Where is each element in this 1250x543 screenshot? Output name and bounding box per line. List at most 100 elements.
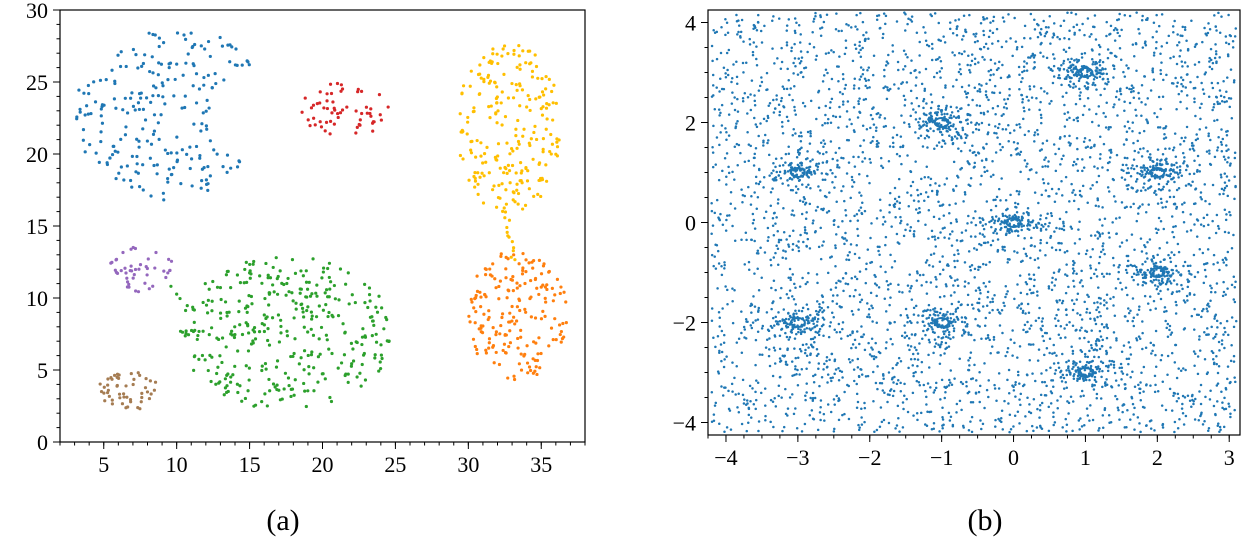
data-point [1002,20,1006,23]
data-point [925,403,928,406]
data-point [864,84,867,88]
data-point [925,280,928,284]
data-point [1048,14,1051,18]
data-point [85,104,89,108]
data-point [112,97,116,101]
data-point [486,73,491,77]
data-point [945,385,949,388]
data-point [1229,380,1232,384]
data-point [1033,28,1037,31]
data-point [930,14,933,18]
data-point [948,233,952,236]
data-point [910,15,914,18]
data-point [756,249,760,253]
data-point [818,384,821,388]
data-point [266,338,270,343]
data-point [863,420,866,424]
data-point [1212,105,1215,109]
data-point [134,170,138,174]
data-point [1042,339,1046,343]
data-point [1043,380,1047,384]
data-point [1028,87,1032,91]
data-point [303,389,307,393]
data-point [1140,371,1143,374]
data-point [1129,90,1133,94]
data-point [1015,189,1019,193]
data-point [1023,159,1027,162]
data-point [875,126,878,129]
data-point [1120,176,1124,179]
data-point [1160,61,1163,64]
data-point [1175,303,1178,307]
data-point [1052,22,1056,25]
data-point [851,359,854,362]
data-point [208,54,212,59]
data-point [1115,28,1119,32]
data-point [960,166,964,170]
data-point [291,354,295,359]
data-point [1086,96,1090,100]
data-point [978,242,981,246]
data-point [933,338,937,341]
x-tick-label: 30 [457,452,479,477]
data-point [1185,107,1189,110]
data-point [1015,211,1019,214]
data-point [81,128,86,132]
data-point [225,153,230,157]
data-point [813,336,817,339]
data-point [1166,335,1170,339]
data-point [931,235,934,239]
x-tick-label: 10 [166,452,188,477]
data-point [767,236,770,239]
data-point [1047,26,1050,29]
data-point [1033,61,1036,64]
data-point [825,366,829,369]
data-point [988,338,991,342]
data-point [1056,399,1059,402]
data-point [1138,387,1141,391]
data-point [100,103,105,107]
data-point [138,185,142,189]
data-point [948,378,951,382]
data-point [1232,354,1236,358]
data-point [166,176,170,181]
data-point [1151,69,1154,72]
data-point [787,145,790,149]
data-point [1130,84,1134,87]
data-point [825,355,829,359]
data-point [968,356,972,360]
data-point [1106,77,1110,81]
data-point [857,51,861,54]
data-point [766,141,769,145]
data-point [210,309,214,313]
data-point [892,145,895,149]
data-point [914,370,917,374]
data-point [315,283,319,287]
data-point [204,124,208,128]
data-point [1170,351,1174,355]
data-point [184,61,188,65]
data-point [811,31,814,34]
data-point [192,308,196,312]
data-point [929,386,932,389]
data-point [1050,214,1054,218]
data-point [1190,273,1193,276]
data-point [1152,21,1156,25]
data-point [829,140,833,143]
data-point [755,379,758,382]
data-point [797,24,801,27]
data-point [740,351,744,354]
data-point [477,92,481,96]
data-point [927,338,931,342]
data-point [494,333,498,337]
data-point [1143,244,1146,247]
data-point [996,136,999,139]
data-point [1025,69,1029,72]
data-point [163,102,167,106]
data-point [266,276,270,280]
data-point [720,103,724,107]
data-point [915,379,919,383]
data-point [739,35,742,38]
data-point [1083,52,1087,55]
data-point [233,364,237,368]
